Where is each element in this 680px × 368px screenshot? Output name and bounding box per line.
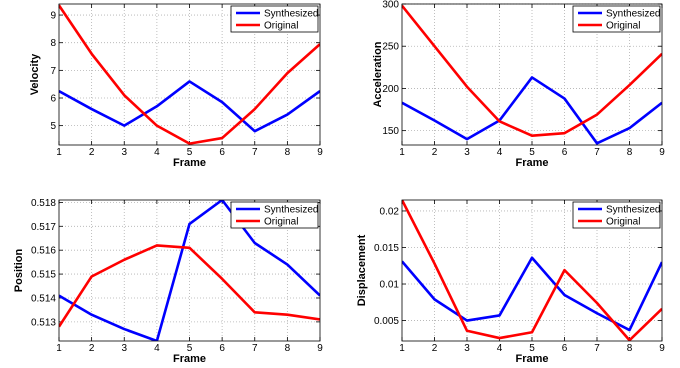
x-tick-label: 3: [464, 343, 470, 354]
y-tick-label: 7: [50, 66, 56, 77]
x-tick-label: 7: [594, 343, 600, 354]
chart-1: 1 2 3 4 5 6 7 8 956789FrameVelocitySynthesizedOr…: [29, 4, 323, 169]
chart-3: 1 2 3 4 5 6 7 8 90.5130.5140.5150.5160.5170.518F…: [13, 198, 323, 365]
y-tick-label: 5: [50, 121, 56, 132]
x-tick-label: 2: [432, 147, 438, 158]
x-tick-label: 8: [285, 343, 291, 354]
legend-label: Synthesized: [264, 205, 318, 216]
legend-label: Original: [264, 21, 298, 32]
x-tick-label: 3: [464, 147, 470, 158]
x-tick-label: 1: [399, 343, 405, 354]
x-tick-label: 3: [121, 343, 127, 354]
x-tick-label: 2: [432, 343, 438, 354]
x-tick-label: 4: [497, 343, 503, 354]
x-tick-label: 8: [285, 147, 291, 158]
x-tick-label: 6: [219, 343, 225, 354]
y-tick-label: 0.516: [31, 246, 56, 257]
y-tick-label: 0.518: [31, 198, 56, 209]
y-tick-label: 0.515: [31, 270, 56, 281]
y-tick-label: 200: [382, 84, 399, 95]
x-tick-label: 6: [219, 147, 225, 158]
x-tick-label: 9: [659, 147, 665, 158]
y-axis-label: Position: [13, 249, 25, 293]
x-tick-label: 1: [56, 147, 62, 158]
y-axis-label: Displacement: [356, 234, 368, 306]
x-axis-label: Frame: [515, 157, 548, 169]
x-tick-label: 6: [562, 147, 568, 158]
x-tick-label: 4: [497, 147, 503, 158]
y-tick-label: 250: [382, 42, 399, 53]
y-tick-label: 0.513: [31, 317, 56, 328]
y-tick-label: 0.005: [374, 316, 399, 327]
y-tick-label: 0.517: [31, 222, 56, 233]
chart-4: 1 2 3 4 5 6 7 8 90.0050.010.0150.02FrameDisplace…: [356, 200, 665, 365]
y-tick-label: 300: [382, 0, 399, 11]
x-tick-label: 6: [562, 343, 568, 354]
x-tick-label: 2: [89, 147, 95, 158]
x-tick-label: 8: [627, 147, 633, 158]
legend-label: Original: [264, 217, 298, 228]
x-tick-label: 8: [627, 343, 633, 354]
x-tick-label: 7: [252, 343, 258, 354]
x-tick-label: 7: [594, 147, 600, 158]
legend-label: Synthesized: [264, 9, 318, 20]
y-tick-label: 8: [50, 38, 56, 49]
y-tick-label: 150: [382, 126, 399, 137]
x-axis-label: Frame: [515, 353, 548, 365]
x-tick-label: 3: [121, 147, 127, 158]
x-tick-label: 1: [56, 343, 62, 354]
x-axis-label: Frame: [173, 353, 206, 365]
y-tick-label: 6: [50, 94, 56, 105]
x-tick-label: 4: [154, 343, 160, 354]
y-axis-label: Velocity: [29, 53, 41, 95]
y-axis-label: Acceleration: [372, 41, 384, 107]
y-tick-label: 0.01: [380, 280, 400, 291]
legend-label: Synthesized: [606, 205, 660, 216]
y-tick-label: 0.015: [374, 243, 399, 254]
legend-label: Original: [606, 217, 640, 228]
x-tick-label: 4: [154, 147, 160, 158]
chart-2: 1 2 3 4 5 6 7 8 9150200250300FrameAccelerationSy…: [372, 0, 665, 169]
legend-label: Original: [606, 21, 640, 32]
x-tick-label: 7: [252, 147, 258, 158]
x-axis-label: Frame: [173, 157, 206, 169]
x-tick-label: 2: [89, 343, 95, 354]
y-tick-label: 0.514: [31, 293, 56, 304]
x-tick-label: 9: [317, 147, 323, 158]
x-tick-label: 9: [317, 343, 323, 354]
y-tick-label: 0.02: [380, 206, 400, 217]
x-tick-label: 9: [659, 343, 665, 354]
legend-label: Synthesized: [606, 9, 660, 20]
y-tick-label: 9: [50, 11, 56, 22]
x-tick-label: 1: [399, 147, 405, 158]
